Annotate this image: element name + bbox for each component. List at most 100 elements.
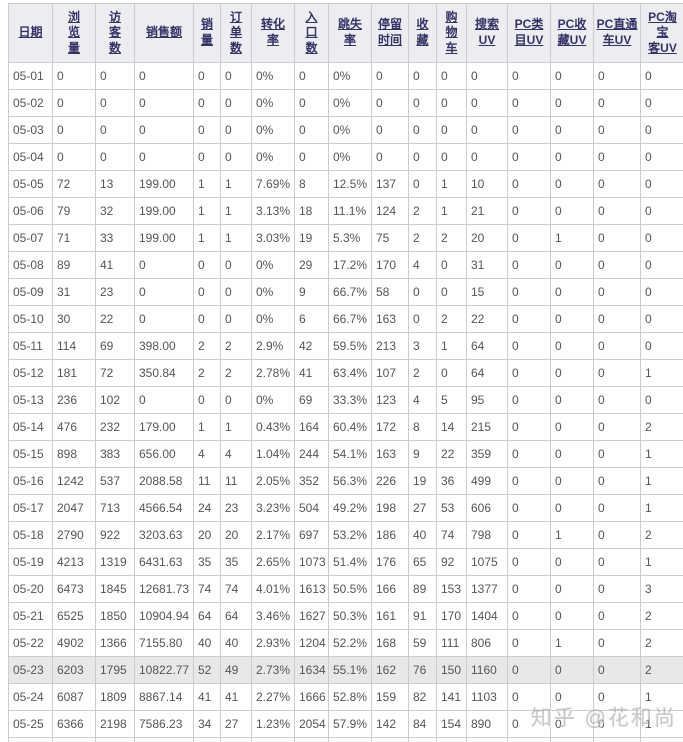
cell: 0 <box>640 197 683 225</box>
cell: 0 <box>220 305 252 333</box>
column-header-link[interactable]: 销售额 <box>145 25 182 40</box>
column-header-link[interactable]: 转化 率 <box>260 17 285 47</box>
cell: 0 <box>134 278 194 306</box>
cell: 0 <box>52 143 96 171</box>
cell: 0% <box>251 116 295 144</box>
cell: 1242 <box>52 467 96 495</box>
column-header-link[interactable]: 收 藏 <box>416 17 429 47</box>
cell: 179.00 <box>134 413 194 441</box>
table-row: 05-08 89 41 0 0 0 0% 29 17.2% 170 4 0 31 0 0 0 0 <box>8 251 683 279</box>
cell: 0 <box>550 440 594 468</box>
date-cell: 05-12 <box>8 359 53 387</box>
cell: 0 <box>220 116 252 144</box>
cell: 0 <box>408 305 437 333</box>
cell: 186 <box>371 521 409 549</box>
column-header: 销售额 <box>134 3 194 63</box>
table-row: 05-04 0 0 0 0 0 0% 0 0% 0 0 0 0 0 0 0 0 <box>8 143 683 171</box>
cell: 198 <box>371 494 409 522</box>
cell: 0 <box>640 116 683 144</box>
cell: 0 <box>550 278 594 306</box>
date-cell: 05-23 <box>8 656 53 684</box>
column-header-link[interactable]: 浏 览 量 <box>67 9 80 55</box>
cell: 3203.63 <box>134 521 194 549</box>
cell: 0 <box>134 116 194 144</box>
column-header-link[interactable]: 销 量 <box>200 17 213 47</box>
column-header: PC淘宝 客UV <box>640 3 683 63</box>
column-header: 转化 率 <box>251 3 295 63</box>
cell: 0 <box>507 332 551 360</box>
column-header-link[interactable]: PC收 藏UV <box>557 17 587 47</box>
column-header-link[interactable]: 访 客 数 <box>108 9 121 55</box>
date-cell: 05-03 <box>8 116 53 144</box>
column-header: 停留 时间 <box>371 3 409 63</box>
table-row: 05-07 71 33 199.00 1 1 3.03% 19 5.3% 75 2 2 20 0 1 0 0 <box>8 224 683 252</box>
cell: 1 <box>193 197 221 225</box>
cell: 33.3% <box>328 386 372 414</box>
cell: 0 <box>220 89 252 117</box>
column-header-link[interactable]: 购 物 车 <box>445 9 458 55</box>
cell: 0 <box>220 386 252 414</box>
column-header: 浏 览 量 <box>52 3 96 63</box>
cell: 1366 <box>95 629 135 657</box>
cell: 50.5% <box>328 575 372 603</box>
stats-table-container: 日期 浏 览 量 访 客 数 销售额 销 量 订 单 数 转化 率 入 口 数 跳失 率停留 时… <box>8 3 683 742</box>
cell: 11 <box>193 467 221 495</box>
cell: 34 <box>193 710 221 738</box>
column-header: 订 单 数 <box>220 3 252 63</box>
cell: 0 <box>550 737 594 742</box>
cell: 0 <box>593 224 641 252</box>
cell: 0 <box>593 116 641 144</box>
cell: 0 <box>134 251 194 279</box>
cell: 0 <box>507 89 551 117</box>
cell: 0 <box>507 197 551 225</box>
cell: 0 <box>134 143 194 171</box>
cell: 0 <box>95 62 135 90</box>
cell: 0 <box>193 62 221 90</box>
cell: 1 <box>550 224 594 252</box>
column-header-link[interactable]: 停留 时间 <box>377 17 402 47</box>
cell: 2 <box>640 629 683 657</box>
cell: 146 <box>371 737 409 742</box>
column-header-link[interactable]: PC类 目UV <box>514 17 544 47</box>
cell: 0 <box>593 494 641 522</box>
table-row: 05-21 6525 1850 10904.94 64 64 3.46% 1627 50.3% 1… <box>8 602 683 630</box>
cell: 1634 <box>294 656 329 684</box>
column-header-link[interactable]: 入 口 数 <box>305 9 318 55</box>
column-header-link[interactable]: 搜索 UV <box>474 17 499 47</box>
cell: 172 <box>371 413 409 441</box>
cell: 42 <box>294 332 329 360</box>
cell: 0 <box>193 278 221 306</box>
cell: 0 <box>640 251 683 279</box>
cell: 1 <box>550 629 594 657</box>
column-header-link[interactable]: 日期 <box>18 25 43 40</box>
column-header-link[interactable]: 跳失 率 <box>337 17 362 47</box>
column-header-link[interactable]: PC淘宝 客UV <box>648 9 677 55</box>
cell: 0 <box>408 62 437 90</box>
cell: 2.65% <box>251 548 295 576</box>
cell: 0 <box>220 143 252 171</box>
column-header: 收 藏 <box>408 3 437 63</box>
cell: 199.00 <box>134 170 194 198</box>
cell: 75 <box>371 224 409 252</box>
cell: 0 <box>371 89 409 117</box>
cell: 170 <box>436 602 467 630</box>
cell: 0 <box>550 89 594 117</box>
cell: 2 <box>408 359 437 387</box>
cell: 0% <box>328 89 372 117</box>
cell: 1 <box>640 683 683 711</box>
column-header-link[interactable]: 订 单 数 <box>229 9 242 55</box>
date-cell: 05-20 <box>8 575 53 603</box>
cell: 35 <box>193 548 221 576</box>
cell: 0 <box>294 89 329 117</box>
cell: 4 <box>220 440 252 468</box>
cell: 0 <box>550 575 594 603</box>
column-header-link[interactable]: PC直通 车UV <box>596 17 638 47</box>
cell: 0 <box>593 737 641 742</box>
cell: 0 <box>593 359 641 387</box>
table-row: 05-26705622217412.3132321.44%205258.3%14… <box>8 737 683 742</box>
table-row: 05-17 2047 713 4566.54 24 23 3.23% 504 49.2% 198 2… <box>8 494 683 522</box>
cell: 2 <box>436 305 467 333</box>
cell: 0 <box>220 251 252 279</box>
cell: 0 <box>507 359 551 387</box>
cell: 1075 <box>466 548 508 576</box>
